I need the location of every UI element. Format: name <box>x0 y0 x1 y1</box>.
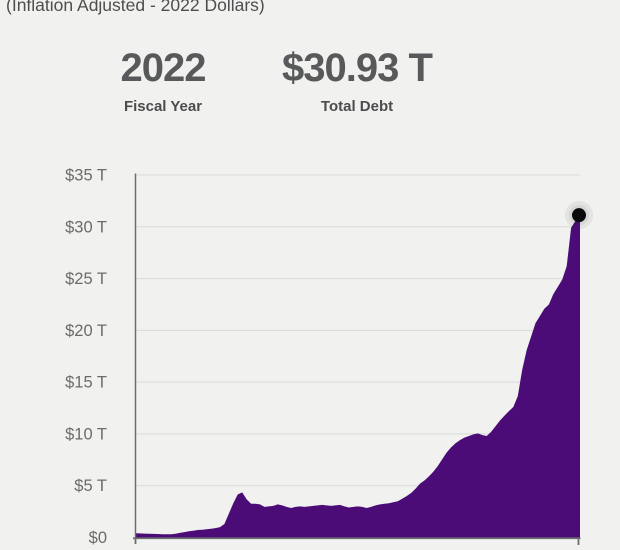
stat-fiscal-year: 2022 Fiscal Year <box>53 46 273 115</box>
y-tick-label: $30 T <box>65 218 107 236</box>
fiscal-year-label: Fiscal Year <box>123 98 203 115</box>
debt-area-series[interactable] <box>135 217 581 538</box>
x-axis-line <box>133 537 581 545</box>
end-point-marker[interactable] <box>572 208 586 223</box>
y-tick-label: $25 T <box>65 270 107 288</box>
total-debt-value: $30.93 T <box>282 46 433 90</box>
stat-total-debt: $30.93 T Total Debt <box>247 46 467 115</box>
y-tick-label: $10 T <box>65 425 107 443</box>
fiscal-year-value: 2022 <box>120 46 207 90</box>
y-tick-label: $20 T <box>65 322 107 340</box>
y-tick-label: $0 <box>89 529 107 547</box>
total-debt-label: Total Debt <box>320 98 394 115</box>
y-tick-label: $15 T <box>65 374 107 392</box>
chart-subtitle: (Inflation Adjusted - 2022 Dollars) <box>6 0 265 15</box>
y-tick-label: $35 T <box>65 167 107 185</box>
y-tick-label: $5 T <box>74 477 107 495</box>
